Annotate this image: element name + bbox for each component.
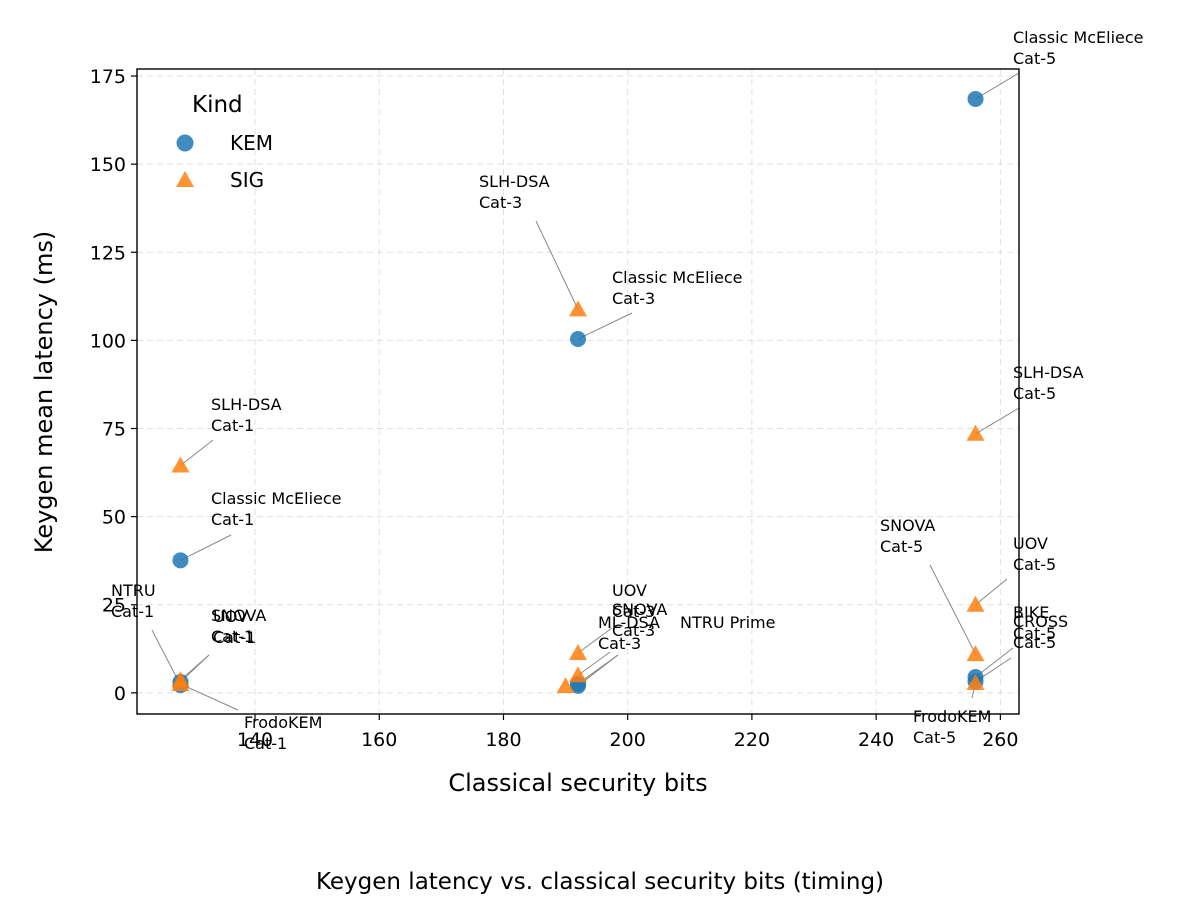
data-point-sig <box>569 300 587 317</box>
data-point-kem <box>570 330 586 347</box>
annotation-label: SLH-DSA Cat-3 <box>479 172 550 212</box>
legend-marker-kem <box>176 134 194 152</box>
annotation-label: SLH-DSA Cat-5 <box>1013 363 1084 403</box>
chart-caption: Keygen latency vs. classical security bi… <box>316 869 884 895</box>
y-tick-label: 100 <box>90 330 126 352</box>
annotation-leader <box>577 651 611 676</box>
legend-marker-sig <box>176 171 194 187</box>
annotation-leader <box>975 72 1020 100</box>
data-point-sig <box>569 666 587 683</box>
annotation-label: BIKE Cat-5 <box>1013 603 1056 643</box>
annotation-leader <box>577 312 633 340</box>
annotation-leader <box>975 407 1020 435</box>
annotation-label: NTRU Prime <box>680 613 775 632</box>
annotation-label: SLH-DSA Cat-1 <box>211 395 282 435</box>
annotation-leader <box>180 439 214 466</box>
annotation-label: SNOVA Cat-1 <box>211 606 266 646</box>
annotation-label: ML-DSA Cat-3 <box>598 613 660 653</box>
annotation-leader <box>535 220 579 310</box>
y-axis-title: Keygen mean latency (ms) <box>30 231 58 553</box>
annotation-leader <box>929 564 976 655</box>
y-tick-label: 175 <box>90 66 126 88</box>
annotation-label: CROSS Cat-5 <box>1013 612 1068 652</box>
annotation-leader <box>180 683 239 711</box>
x-axis-title: Classical security bits <box>448 769 707 797</box>
x-tick-label: 200 <box>610 729 646 751</box>
annotation-label: Classic McEliece Cat-1 <box>211 489 342 529</box>
axis-layer: 140 160 180 200 220 240 260 0 25 50 75 100 125 150 175 <box>90 66 1019 751</box>
annotation-leader <box>975 578 1008 606</box>
legend-title: Kind <box>192 92 243 118</box>
data-point-sig <box>171 675 190 692</box>
data-point-sig <box>966 595 985 612</box>
data-point-sig <box>966 673 985 690</box>
annotation-label: UOV Cat-3 <box>612 581 655 621</box>
data-point-sig <box>966 645 985 662</box>
data-point-sig <box>966 424 985 441</box>
legend: Kind KEM SIG <box>176 92 273 192</box>
y-tick-label: 0 <box>114 683 126 705</box>
x-tick-label: 160 <box>361 729 397 751</box>
y-tick-label: 125 <box>90 242 126 264</box>
plot-frame <box>136 68 1020 715</box>
y-tick-label: 25 <box>102 595 126 617</box>
annotation-label: FrodoKEM Cat-1 <box>244 713 322 753</box>
annotation-label: SNOVA Cat-3 <box>612 600 667 640</box>
x-tick-label: 220 <box>734 729 770 751</box>
data-point-kem <box>967 90 984 107</box>
annotation-label: UOV Cat-5 <box>1013 534 1056 574</box>
y-tick-label: 75 <box>102 419 126 441</box>
y-tick-label: 150 <box>90 154 126 176</box>
annotation-layer: Classic McEliece Cat-5 SLH-DSA Cat-3 Classic… <box>111 28 1144 753</box>
annotation-leader <box>577 627 613 654</box>
annotation-label: Classic McEliece Cat-5 <box>1013 28 1144 68</box>
x-tick-label: 140 <box>237 729 273 751</box>
data-point-sig <box>569 644 587 661</box>
annotation-leader <box>180 534 232 561</box>
data-point-sig <box>556 677 575 694</box>
annotation-label: UOV Cat-1 <box>213 607 256 647</box>
data-point-sig <box>171 456 190 473</box>
x-tick-label: 260 <box>982 729 1018 751</box>
legend-label-kem: KEM <box>230 131 273 155</box>
annotation-label: SNOVA Cat-5 <box>880 516 935 556</box>
data-point-kem <box>172 552 189 569</box>
annotation-label: NTRU Cat-1 <box>111 581 156 621</box>
x-tick-label: 180 <box>485 729 521 751</box>
annotation-label: Classic McEliece Cat-3 <box>612 268 743 308</box>
y-tick-label: 50 <box>102 507 126 529</box>
x-tick-label: 240 <box>858 729 894 751</box>
points-layer <box>171 90 985 694</box>
legend-label-sig: SIG <box>230 168 264 192</box>
annotation-label: FrodoKEM Cat-5 <box>913 707 991 747</box>
